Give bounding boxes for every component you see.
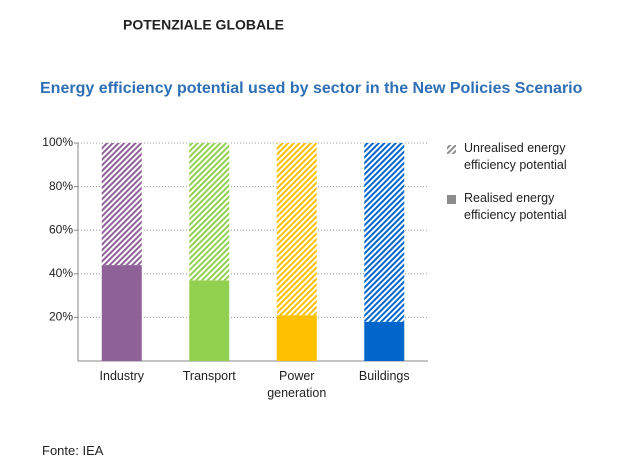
y-tick-label: 20%: [49, 310, 73, 324]
x-tick-label: Transport: [182, 369, 236, 383]
bar-segment: [189, 280, 230, 361]
x-tick-label: Buildings: [358, 369, 410, 383]
chart-title: Energy efficiency potential used by sect…: [40, 80, 583, 97]
y-tick-label: 40%: [49, 266, 73, 280]
x-tick-label: Power generation: [267, 369, 327, 400]
bar-segment: [364, 143, 405, 322]
y-tick-label: 100%: [42, 135, 73, 149]
legend-swatch: [447, 195, 456, 204]
source: Fonte: IEA: [42, 443, 104, 458]
legend-swatch: [447, 145, 456, 154]
legend-label: Unrealised energy efficiency potential: [464, 141, 567, 172]
y-tick-label: 80%: [49, 179, 73, 193]
bar-segment: [276, 143, 317, 316]
x-tick-label: Industry: [99, 369, 144, 383]
bar-segment: [364, 321, 405, 361]
y-tick-label: 60%: [49, 222, 73, 236]
header: POTENZIALE GLOBALE: [123, 17, 284, 33]
bar-segment: [189, 143, 230, 281]
bar-segment: [276, 315, 317, 361]
legend-label: Realised energy efficiency potential: [464, 191, 567, 222]
bar-segment: [101, 143, 142, 266]
bar-segment: [101, 265, 142, 361]
